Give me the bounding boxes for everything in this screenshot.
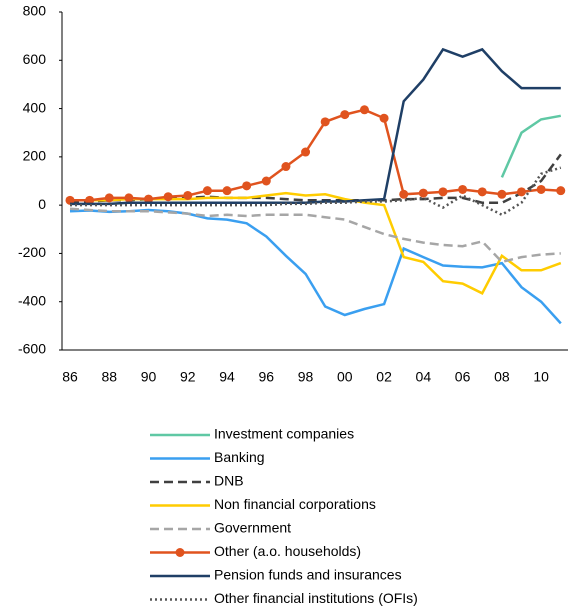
series-line	[69, 153, 562, 204]
series-marker	[163, 192, 173, 202]
series-line	[70, 108, 561, 202]
y-tick-label: -400	[18, 292, 46, 308]
y-tick-label: 0	[38, 196, 46, 212]
series-marker	[301, 147, 311, 157]
x-tick-label: 90	[141, 369, 157, 385]
y-tick-label: 400	[23, 99, 47, 115]
series-marker	[281, 162, 291, 172]
series-marker	[458, 184, 468, 194]
series-marker	[418, 188, 428, 198]
series-marker	[85, 195, 95, 205]
legend-label: Pension funds and insurances	[214, 567, 402, 583]
series-marker	[222, 186, 232, 196]
x-tick-label: 88	[101, 369, 117, 385]
x-tick-label: 08	[494, 369, 510, 385]
x-tick-label: 00	[337, 369, 353, 385]
series-marker	[359, 105, 369, 115]
legend-marker	[175, 548, 185, 557]
x-tick-label: 98	[298, 369, 314, 385]
y-tick-label: 800	[23, 3, 47, 19]
series-marker	[144, 194, 154, 204]
series-marker	[104, 193, 114, 203]
y-tick-label: -600	[18, 341, 46, 357]
x-tick-label: 02	[376, 369, 392, 385]
x-tick-label: 10	[533, 369, 549, 385]
series-marker	[242, 181, 252, 191]
y-tick-label: 600	[23, 51, 47, 67]
series-marker	[516, 187, 526, 197]
series-marker	[536, 184, 546, 194]
series-marker	[124, 193, 134, 203]
series-marker	[438, 187, 448, 197]
series-marker	[399, 189, 409, 199]
x-tick-label: 94	[219, 369, 235, 385]
series-line	[69, 208, 562, 325]
series-marker	[477, 187, 487, 197]
series-marker	[497, 189, 507, 199]
x-tick-label: 04	[416, 369, 432, 385]
series-marker	[556, 186, 566, 196]
series-marker	[183, 190, 193, 200]
series-line	[70, 47, 561, 206]
series-marker	[65, 195, 75, 205]
x-tick-label: 86	[62, 369, 78, 385]
y-tick-label: 200	[23, 148, 47, 164]
x-tick-label: 06	[455, 369, 471, 385]
series-line	[500, 114, 562, 178]
x-tick-label: 92	[180, 369, 196, 385]
legend-label: DNB	[214, 473, 244, 489]
y-tick-label: -200	[18, 244, 46, 260]
legend-label: Other financial institutions (OFIs)	[214, 590, 418, 606]
series-line	[69, 207, 561, 264]
series-marker	[379, 113, 389, 123]
series-marker	[202, 186, 212, 196]
series-line	[70, 166, 562, 217]
series-marker	[340, 110, 350, 120]
legend-label: Government	[214, 520, 291, 536]
legend-label: Non financial corporations	[214, 496, 376, 512]
legend-label: Other (a.o. households)	[214, 543, 361, 559]
legend-label: Investment companies	[214, 426, 354, 442]
series-marker	[320, 117, 330, 127]
legend-label: Banking	[214, 449, 265, 465]
series-marker	[261, 176, 271, 186]
x-tick-label: 96	[259, 369, 275, 385]
